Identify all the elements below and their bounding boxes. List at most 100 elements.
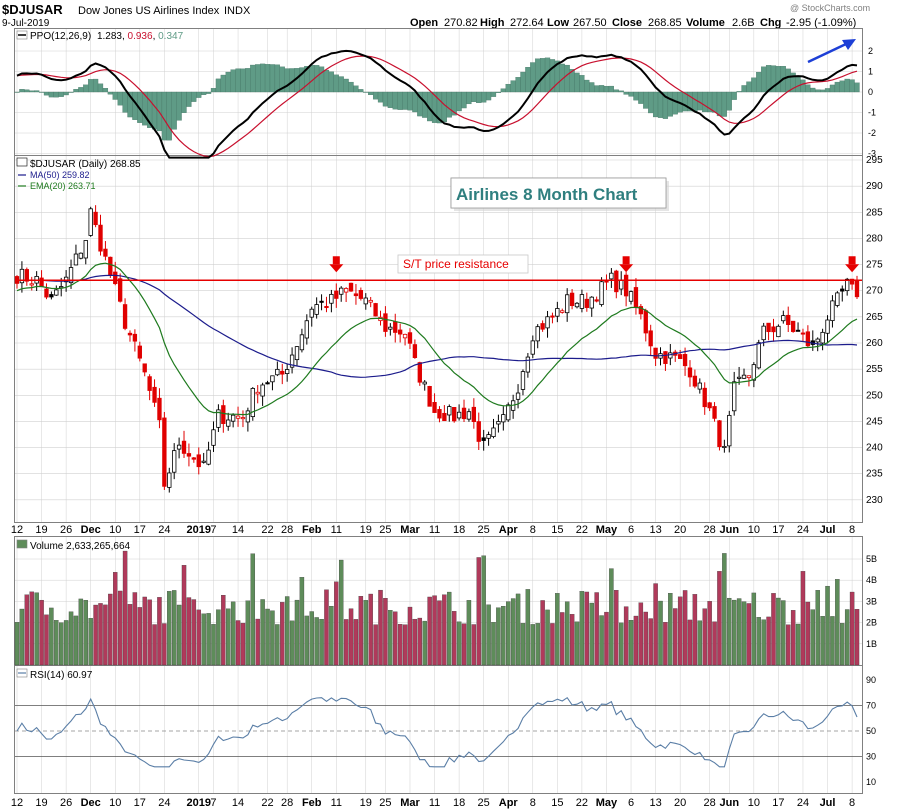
ppo-hist-bar <box>372 91 379 100</box>
chart-title-face <box>450 177 667 209</box>
candle <box>432 393 437 413</box>
volume-bar <box>235 620 241 666</box>
candle <box>339 286 344 302</box>
candle <box>471 398 477 429</box>
candle-body <box>781 315 786 322</box>
candle <box>147 374 152 401</box>
volume-bar <box>162 623 167 666</box>
volume-bar <box>771 593 776 666</box>
volume-bar <box>353 619 359 666</box>
volume-bar <box>216 609 221 666</box>
ppo-hist-bar <box>73 89 79 93</box>
candle <box>628 290 634 305</box>
candle-body <box>181 440 187 454</box>
candle-body <box>452 407 457 422</box>
candle <box>294 346 300 367</box>
candle-body <box>103 248 108 257</box>
volume-bar <box>108 593 113 666</box>
ppo-hist-bar <box>92 78 99 93</box>
candle-body <box>206 449 211 465</box>
volume-bar <box>584 591 590 666</box>
x-axis-label: 17 <box>772 524 784 536</box>
volume-bar <box>461 623 467 666</box>
ppo-hist-bar <box>402 91 408 110</box>
candle-body <box>442 412 447 422</box>
ppo-hist-bar <box>731 91 737 100</box>
candle-body <box>525 356 531 373</box>
ppo-hist-bar <box>667 91 673 117</box>
candle-body <box>619 280 624 290</box>
volume-bar <box>840 623 845 666</box>
volume-bar <box>466 600 472 666</box>
ppo-hist-bar <box>205 91 212 94</box>
ppo-hist-bar <box>328 71 334 93</box>
candle-body <box>766 322 771 333</box>
candle <box>501 406 506 431</box>
volume-bar <box>122 550 128 666</box>
candle-body <box>815 338 820 343</box>
candle <box>373 302 378 317</box>
x-axis-label: 12 <box>11 524 23 536</box>
x-axis-label: Dec <box>81 797 101 809</box>
candle <box>712 402 717 422</box>
candle <box>235 406 241 427</box>
volume-bar <box>412 618 418 666</box>
x-axis-label: 26 <box>60 797 72 809</box>
candle <box>334 283 339 308</box>
candle-body <box>113 271 118 285</box>
candle-body <box>786 314 791 325</box>
candle-body <box>697 382 702 390</box>
x-axis-label: May <box>596 797 618 809</box>
volume-bar <box>638 602 644 666</box>
price-tick-label: 260 <box>866 338 883 349</box>
candle <box>466 408 472 422</box>
candle-body <box>201 460 206 463</box>
candle-body <box>481 437 486 441</box>
ppo-hist-bar <box>412 91 418 113</box>
candle-body <box>373 303 378 317</box>
volume-bar <box>451 611 457 666</box>
candle <box>687 360 693 387</box>
ppo-hist-bar <box>225 71 231 93</box>
x-axis-label: Jul <box>820 797 836 809</box>
candle <box>309 306 314 327</box>
x-axis-label: 15 <box>551 797 563 809</box>
candle <box>599 277 604 307</box>
volume-bar <box>167 591 172 666</box>
candle <box>49 291 54 300</box>
candle <box>545 310 550 338</box>
volume-bar <box>501 606 506 666</box>
ppo-panel: PPO(12,26,9) 1.283, 0.936, 0.347 2 1 0 -1 -2… <box>14 30 876 159</box>
candle <box>569 289 575 310</box>
ppo-hist-bar <box>181 91 187 113</box>
candle-body <box>147 376 152 391</box>
open-value: 270.82 <box>444 17 478 29</box>
volume-bar <box>309 611 314 666</box>
volume-bar <box>181 565 187 666</box>
candle <box>19 261 25 293</box>
candle-body <box>805 331 811 347</box>
candle-body <box>501 414 506 423</box>
volume-bar <box>73 615 79 666</box>
candle-body <box>555 308 560 317</box>
candle-body <box>820 331 825 344</box>
candle <box>54 285 59 296</box>
x-axis-label: 7 <box>210 797 216 809</box>
candle-body <box>751 364 757 381</box>
ppo-hist-bar <box>363 91 369 93</box>
x-axis-label: 8 <box>530 797 536 809</box>
candle <box>727 410 732 453</box>
ppo-hist-bar <box>574 72 580 93</box>
candle-body <box>476 421 481 442</box>
candle <box>108 256 113 278</box>
volume-bar <box>618 622 624 666</box>
candle <box>594 296 599 303</box>
volume-bar <box>58 622 64 666</box>
candle <box>358 287 364 301</box>
x-axis-label: 22 <box>261 797 273 809</box>
ppo-hist-bar <box>78 87 84 93</box>
candle-body <box>417 362 422 383</box>
ppo-label: PPO(12,26,9) <box>30 31 91 42</box>
candle-body <box>677 354 683 359</box>
ppo-hist-bar <box>235 68 241 93</box>
